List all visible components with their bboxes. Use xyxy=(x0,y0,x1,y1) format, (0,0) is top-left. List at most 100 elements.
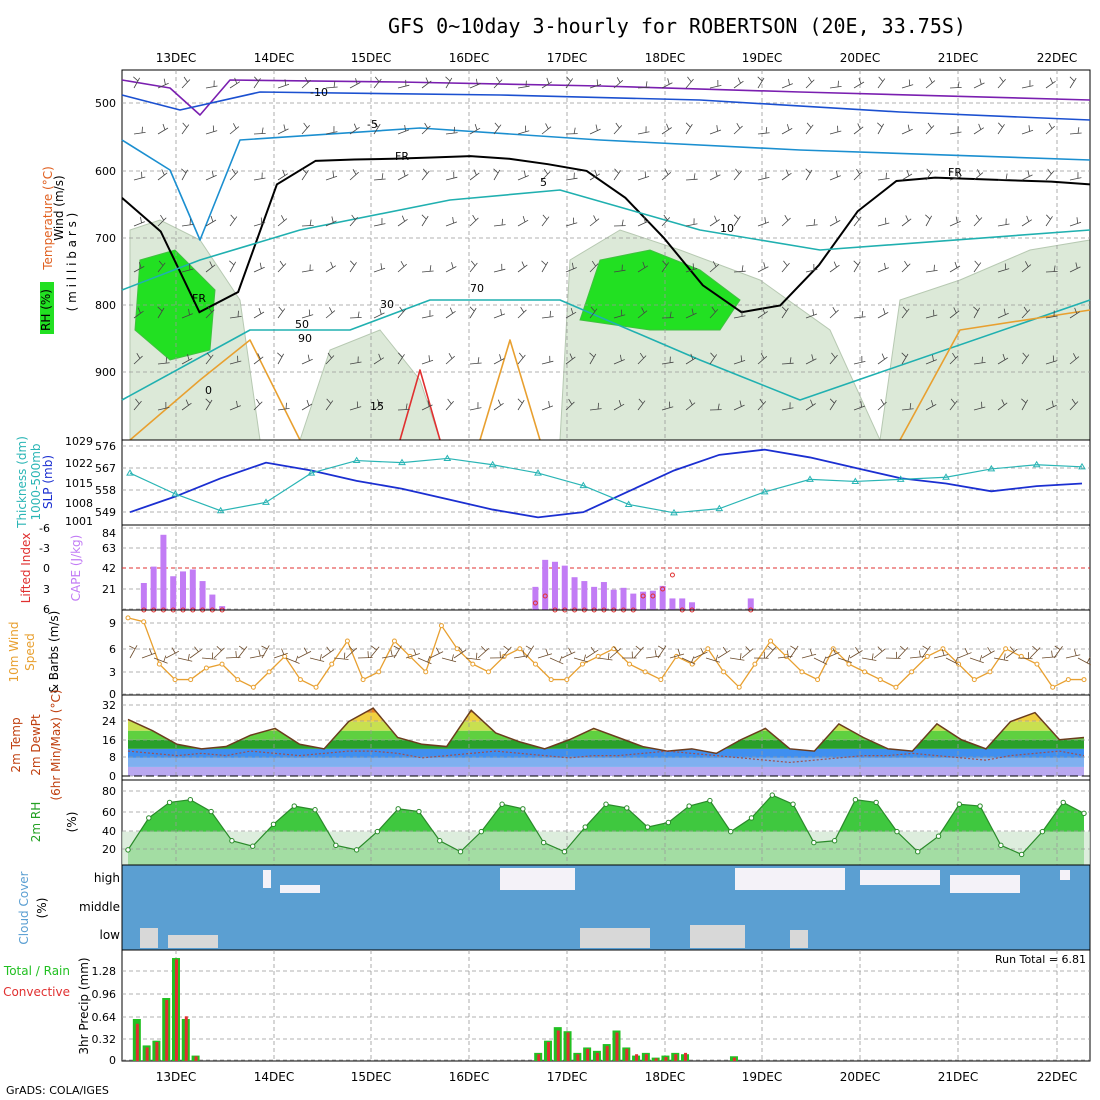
chart-title: GFS 0~10day 3-hourly for ROBERTSON (20E,… xyxy=(388,14,966,38)
date-label-bottom-5: 18DEC xyxy=(645,1070,685,1084)
wind-barb-upper-3-13 xyxy=(445,216,458,227)
wind-barb-upper-5-33 xyxy=(925,309,938,319)
precip-run-total: Run Total = 6.81 xyxy=(995,953,1086,966)
wind-barb-upper-1-2 xyxy=(181,122,190,135)
wind-barb-upper-5-7 xyxy=(301,309,314,319)
wind-barb-upper-1-12 xyxy=(421,122,431,135)
slp-ytick-right-4: 1001 xyxy=(65,515,93,528)
wind-barb-10m-47 xyxy=(693,647,708,659)
precip-label-convective: Convective xyxy=(3,985,70,999)
cloud-low-4 xyxy=(790,930,808,948)
wind-barb-upper-3-6 xyxy=(277,215,288,227)
wind-barb-upper-2-36 xyxy=(997,173,1010,181)
wind-speed-marker-19 xyxy=(423,669,429,675)
wind-barb-upper-4-22 xyxy=(661,260,670,273)
wind-barb-10m-4 xyxy=(177,653,193,662)
wind-barb-upper-2-10 xyxy=(373,173,386,181)
cape-bar-23 xyxy=(669,598,676,610)
wind-speed-marker-1 xyxy=(141,619,147,625)
wind-barb-upper-1-3 xyxy=(205,125,218,135)
thickness-marker-9 xyxy=(534,469,542,476)
wind-barb-upper-0-31 xyxy=(877,76,886,89)
wind-barb-upper-6-5 xyxy=(253,353,264,365)
thickness-marker-1 xyxy=(171,490,180,497)
wind-barb-upper-3-20 xyxy=(613,219,626,227)
wind-barb-10m-12 xyxy=(273,648,288,659)
rh-marker-43 xyxy=(1018,851,1025,858)
wind-barb-10m-76 xyxy=(1041,650,1057,659)
wind-barb-10m-6 xyxy=(201,652,217,660)
wind-barb-upper-0-0 xyxy=(133,76,141,89)
wind-barb-upper-1-18 xyxy=(565,127,578,135)
wind-barb-upper-4-11 xyxy=(397,261,407,273)
wind-barb-upper-4-39 xyxy=(1069,262,1081,273)
rh-shade-2 xyxy=(879,239,1091,441)
wind-barb-upper-4-37 xyxy=(1021,261,1032,273)
wind-barb-10m-56 xyxy=(801,649,817,659)
rh-marker-21 xyxy=(561,849,568,855)
wind-barb-upper-1-22 xyxy=(661,123,672,135)
wind-barb-upper-1-0 xyxy=(133,126,146,135)
cape-ytick-left-3: 3 xyxy=(43,583,50,596)
wind-barb-upper-3-39 xyxy=(1069,217,1082,227)
wind-barb-10m-31 xyxy=(501,645,512,659)
wind-barb-upper-1-28 xyxy=(805,122,814,135)
wind-barb-upper-3-31 xyxy=(877,217,890,227)
wind-barb-upper-5-34 xyxy=(949,307,960,319)
wind-barb-upper-2-3 xyxy=(205,170,217,181)
wind-barb-upper-2-14 xyxy=(469,169,480,181)
wind-barb-10m-25 xyxy=(429,647,444,659)
wind-barb-upper-7-12 xyxy=(421,400,433,411)
precip-convective-bar-9 xyxy=(537,1054,541,1061)
li-marker-22 xyxy=(660,586,666,592)
date-label-top-0: 13DEC xyxy=(156,51,196,65)
wind-barb-upper-2-26 xyxy=(757,172,770,181)
thickness-marker-15 xyxy=(806,475,814,482)
wind-barb-upper-7-33 xyxy=(925,400,937,411)
date-label-bottom-0: 13DEC xyxy=(156,1070,196,1084)
wind-barb-upper-3-37 xyxy=(1021,215,1033,227)
cape-bar-26 xyxy=(747,598,754,610)
wind-barb-upper-7-14 xyxy=(469,402,482,411)
credit-text: GrADS: COLA/IGES xyxy=(6,1084,109,1097)
wind-barb-upper-2-8 xyxy=(325,171,338,181)
cloud-clear-4 xyxy=(860,870,940,885)
wind-barb-upper-1-5 xyxy=(253,127,266,135)
wind-barb-upper-4-3 xyxy=(205,261,216,273)
wind-barb-upper-2-24 xyxy=(709,170,721,181)
wind-barb-upper-4-35 xyxy=(973,260,982,273)
wind-ytick-0: 9 xyxy=(109,617,116,630)
wind-barb-upper-3-15 xyxy=(493,218,506,227)
temp-band-0 xyxy=(128,766,1084,776)
wind-barb-upper-7-39 xyxy=(1069,398,1079,411)
wind-barb-upper-2-30 xyxy=(853,168,863,181)
rh-marker-37 xyxy=(894,828,900,835)
wind-barb-upper-4-12 xyxy=(421,265,434,273)
precip-convective-bar-6 xyxy=(194,1056,198,1061)
wind-speed-marker-29 xyxy=(579,661,585,667)
wind-barb-upper-4-8 xyxy=(325,261,337,273)
wind-barb-upper-0-30 xyxy=(853,77,865,89)
thickness-marker-5 xyxy=(352,456,361,464)
wind-barb-upper-3-22 xyxy=(661,214,671,227)
wind-speed-marker-46 xyxy=(846,661,852,667)
contour-label-2: 5 xyxy=(540,176,547,189)
wind-speed-marker-23 xyxy=(485,669,491,675)
wind-speed-marker-17 xyxy=(391,638,397,644)
isotherm-0 xyxy=(121,79,1091,116)
li-marker-23 xyxy=(669,572,675,578)
cape-bar-5 xyxy=(189,569,196,610)
thickness-marker-7 xyxy=(443,454,452,461)
wind-barb-upper-0-11 xyxy=(397,79,410,89)
cape-bar-24 xyxy=(679,598,686,610)
slp-axis-label-thickness: Thickness (dm) xyxy=(15,436,29,529)
wind-barb-upper-7-32 xyxy=(901,403,914,411)
precip-ytick-1: 0.96 xyxy=(92,988,117,1001)
date-label-bottom-1: 14DEC xyxy=(254,1070,294,1084)
precip-convective-bar-13 xyxy=(576,1054,580,1061)
wind-speed-marker-20 xyxy=(438,623,444,629)
wind-speed-marker-40 xyxy=(752,661,758,667)
wind-barb-upper-3-36 xyxy=(997,218,1010,227)
wind-barb-10m-74 xyxy=(1017,652,1033,660)
